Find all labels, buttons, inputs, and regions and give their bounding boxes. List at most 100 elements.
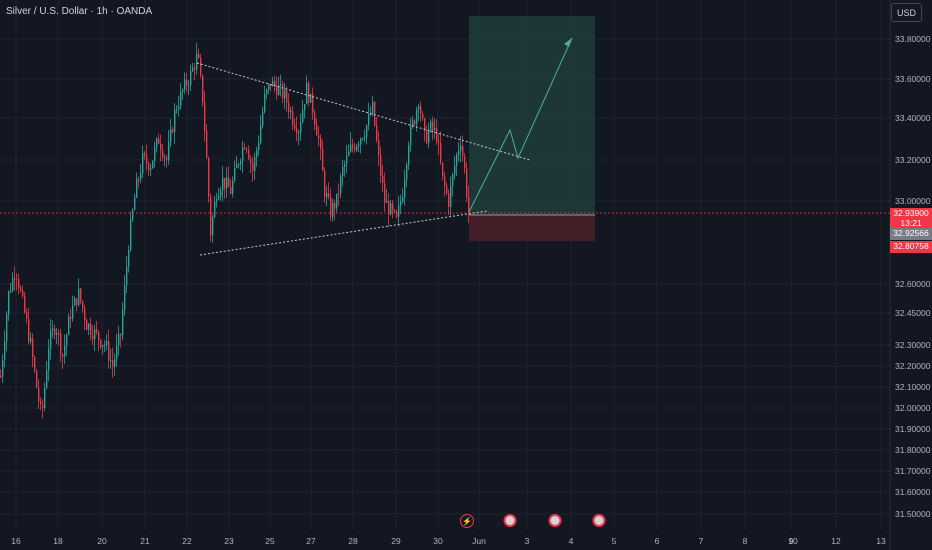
candle-body bbox=[186, 79, 188, 86]
candle-body bbox=[392, 203, 394, 211]
time-tick: 16 bbox=[11, 536, 21, 546]
candle-body bbox=[72, 305, 74, 319]
candle-body bbox=[348, 151, 350, 156]
candle-body bbox=[58, 333, 60, 335]
upper-trendline[interactable] bbox=[196, 62, 531, 161]
candle-body bbox=[274, 80, 276, 86]
candle-body bbox=[2, 359, 4, 377]
candle-body bbox=[158, 138, 160, 144]
candle-body bbox=[280, 84, 282, 86]
candle-body bbox=[352, 144, 354, 148]
candle-body bbox=[90, 323, 92, 336]
candle-body bbox=[182, 89, 184, 92]
time-tick: 25 bbox=[265, 536, 275, 546]
candle-body bbox=[312, 93, 314, 113]
candle-body bbox=[346, 155, 348, 165]
time-tick: 13 bbox=[876, 536, 886, 546]
grid-lines bbox=[0, 0, 890, 530]
candle-body bbox=[364, 136, 366, 139]
candle-body bbox=[42, 404, 44, 409]
candle-body bbox=[140, 173, 142, 180]
candle-body bbox=[338, 193, 340, 195]
time-tick: 7 bbox=[698, 536, 704, 546]
candle-body bbox=[4, 341, 6, 360]
candle-body bbox=[318, 135, 320, 138]
bar-countdown: 13:21 bbox=[900, 218, 922, 228]
candle-body bbox=[296, 128, 298, 134]
candle-body bbox=[372, 101, 374, 114]
candle-body bbox=[176, 109, 178, 111]
candle-body bbox=[416, 109, 418, 125]
candle-body bbox=[266, 89, 268, 95]
candle-body bbox=[236, 164, 238, 169]
chart-title: Silver / U.S. Dollar · 1h · OANDA bbox=[6, 6, 153, 17]
candle-body bbox=[70, 316, 72, 319]
candle-body bbox=[376, 125, 378, 141]
candle-body bbox=[402, 197, 404, 202]
candle-body bbox=[164, 157, 166, 159]
candle-body bbox=[22, 290, 24, 296]
currency-button[interactable]: USD bbox=[891, 3, 922, 22]
candle-body bbox=[118, 333, 120, 346]
projection-arrowhead bbox=[564, 38, 572, 47]
candle-body bbox=[240, 161, 242, 165]
price-tick: 31.60000 bbox=[895, 487, 931, 497]
candle-body bbox=[258, 143, 260, 151]
candle-body bbox=[260, 125, 262, 144]
candle-body bbox=[434, 128, 436, 131]
candle-body bbox=[304, 104, 306, 110]
candle-body bbox=[326, 193, 328, 197]
candle-body bbox=[120, 333, 122, 336]
us-flag-event-icon[interactable] bbox=[592, 514, 606, 527]
lower-trendline[interactable] bbox=[199, 210, 488, 256]
candle-body bbox=[454, 165, 456, 175]
candle-body bbox=[28, 319, 30, 342]
price-tick: 32.45000 bbox=[895, 308, 931, 318]
candle-body bbox=[464, 156, 466, 169]
candle-body bbox=[284, 90, 286, 99]
candle-body bbox=[354, 147, 356, 151]
candle-body bbox=[98, 331, 100, 340]
time-tick: 21 bbox=[140, 536, 150, 546]
candle-body bbox=[426, 131, 428, 143]
candle-body bbox=[214, 201, 216, 218]
candle-body bbox=[286, 90, 288, 103]
candle-body bbox=[432, 121, 434, 131]
lightning-event-icon[interactable]: ⚡ bbox=[460, 514, 474, 528]
candle-body bbox=[302, 109, 304, 123]
candle-body bbox=[388, 201, 390, 215]
candle-body bbox=[52, 328, 54, 331]
us-flag-event-icon[interactable] bbox=[503, 514, 517, 527]
candle-body bbox=[66, 334, 68, 346]
candle-body bbox=[56, 333, 58, 335]
candle-body bbox=[20, 288, 22, 291]
candle-body bbox=[378, 140, 380, 156]
candle-body bbox=[218, 195, 220, 199]
candle-body bbox=[350, 144, 352, 152]
time-tick: 30 bbox=[433, 536, 443, 546]
candle-body bbox=[342, 166, 344, 177]
price-tick: 31.70000 bbox=[895, 466, 931, 476]
candle-body bbox=[276, 85, 278, 95]
candle-body bbox=[324, 170, 326, 197]
price-tick: 33.80000 bbox=[895, 34, 931, 44]
candle-body bbox=[358, 144, 360, 146]
price-tick: 32.10000 bbox=[895, 382, 931, 392]
us-flag-event-icon[interactable] bbox=[548, 514, 562, 527]
candle-body bbox=[188, 84, 190, 86]
time-tick: 10 bbox=[788, 536, 798, 546]
candle-body bbox=[456, 154, 458, 166]
projection-path[interactable] bbox=[468, 37, 573, 213]
candle-body bbox=[228, 177, 230, 188]
candle-body bbox=[440, 142, 442, 163]
candle-body bbox=[92, 335, 94, 340]
candle-body bbox=[122, 309, 124, 336]
candle-body bbox=[204, 102, 206, 132]
candle-body bbox=[224, 177, 226, 189]
candle-body bbox=[248, 149, 250, 160]
price-tick: 31.80000 bbox=[895, 445, 931, 455]
candle-body bbox=[386, 201, 388, 203]
candle-body bbox=[390, 203, 392, 215]
candle-body bbox=[208, 158, 210, 197]
